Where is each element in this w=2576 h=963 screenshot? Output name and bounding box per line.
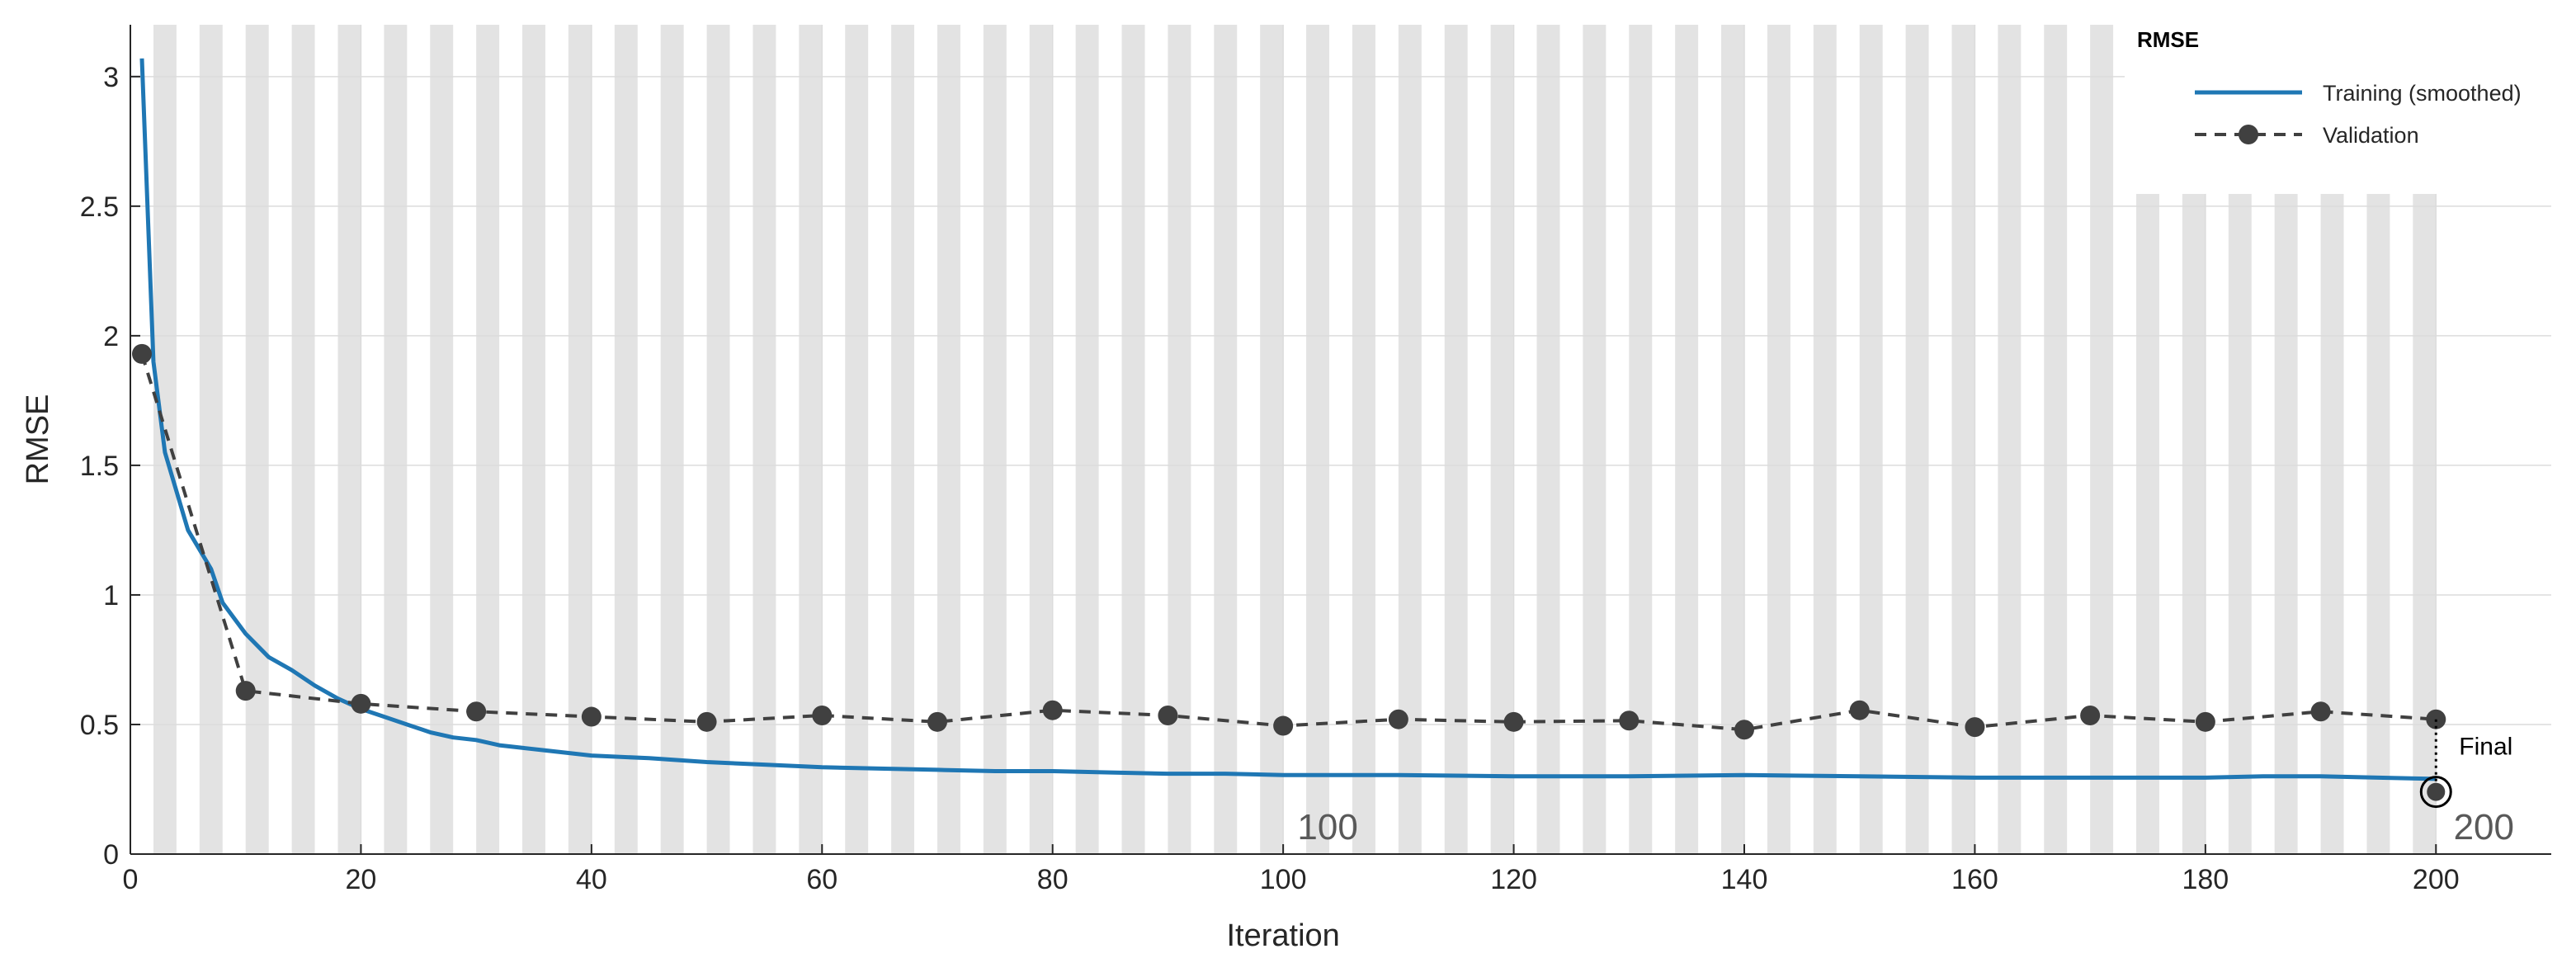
epoch-band (1767, 25, 1790, 854)
legend-label-training: Training (smoothed) (2323, 81, 2522, 106)
epoch-band (614, 25, 638, 854)
validation-point (2080, 705, 2101, 725)
epoch-band (430, 25, 454, 854)
validation-point (131, 343, 152, 364)
x-tick-label: 0 (123, 864, 139, 895)
epoch-band (384, 25, 408, 854)
epoch-band (1951, 25, 1975, 854)
epoch-band (1905, 25, 1929, 854)
epoch-band (1583, 25, 1606, 854)
epoch-band (1998, 25, 2022, 854)
y-tick-label: 1 (103, 580, 119, 611)
validation-point (1158, 705, 1178, 725)
epoch-band (845, 25, 869, 854)
epoch-band (245, 25, 269, 854)
final-label: Final (2459, 734, 2512, 761)
epoch-band (753, 25, 776, 854)
epoch-bands (153, 25, 2437, 854)
epoch-band (983, 25, 1007, 854)
validation-point (2195, 711, 2215, 732)
annotations: 100 200 Final (1297, 719, 2514, 847)
epoch-band (1214, 25, 1238, 854)
y-tick-label: 2.5 (80, 191, 119, 223)
y-tick-label: 2 (103, 321, 119, 352)
validation-point (1734, 720, 1754, 740)
x-tick-label: 80 (1037, 864, 1069, 895)
validation-point (1619, 710, 1639, 731)
x-tick-label: 60 (806, 864, 837, 895)
y-tick-label: 1.5 (80, 451, 119, 482)
epoch-band (1859, 25, 1883, 854)
validation-point (696, 711, 717, 732)
epoch-band (1306, 25, 1330, 854)
epoch-band (476, 25, 500, 854)
y-tick-label: 0.5 (80, 710, 119, 741)
validation-point (812, 705, 833, 725)
validation-point (351, 693, 371, 714)
epoch-band (2044, 25, 2068, 854)
epoch-label: 100 (1297, 807, 1357, 847)
epoch-band (568, 25, 592, 854)
epoch-band (2090, 25, 2114, 854)
y-tick-label: 3 (103, 62, 119, 93)
x-axis-title: Iteration (1226, 918, 1339, 953)
epoch-band (1352, 25, 1375, 854)
epoch-band (891, 25, 915, 854)
training-line (139, 58, 2437, 781)
epoch-label: 200 (2454, 807, 2514, 847)
epoch-band (1260, 25, 1284, 854)
epoch-band (1075, 25, 1099, 854)
epoch-band (660, 25, 684, 854)
epoch-band (1121, 25, 1145, 854)
epoch-band (291, 25, 315, 854)
validation-point (927, 711, 947, 732)
epoch-band (1675, 25, 1699, 854)
final-marker-ring (2419, 776, 2452, 809)
x-tick-label: 180 (2182, 864, 2229, 895)
x-tick-label: 100 (1260, 864, 1307, 895)
legend-marker-validation (2239, 125, 2258, 144)
validation-point (1388, 709, 1408, 729)
final-marker-point (2427, 782, 2446, 801)
epoch-band (1398, 25, 1422, 854)
x-tick-label: 40 (576, 864, 607, 895)
validation-point (1042, 700, 1063, 720)
validation-point (1503, 711, 1524, 732)
validation-series (131, 343, 2446, 740)
epoch-band (1029, 25, 1053, 854)
epoch-band (1536, 25, 1560, 854)
x-tick-label: 140 (1721, 864, 1768, 895)
legend-background (2125, 25, 2551, 194)
x-tick-label: 120 (1490, 864, 1537, 895)
epoch-band (799, 25, 823, 854)
validation-point (1273, 715, 1294, 736)
epoch-band (337, 25, 361, 854)
x-tick-label: 200 (2413, 864, 2460, 895)
y-axis-title: RMSE (21, 394, 55, 485)
validation-point (581, 706, 602, 727)
training-series (139, 58, 2437, 781)
legend-title: RMSE (2137, 27, 2199, 52)
legend: RMSE Training (smoothed) Validation (2137, 27, 2522, 148)
epoch-band (1444, 25, 1468, 854)
validation-point (2310, 701, 2331, 722)
epoch-band (522, 25, 545, 854)
x-tick-label: 160 (1951, 864, 1998, 895)
y-tick-label: 0 (103, 839, 119, 871)
legend-label-validation: Validation (2323, 123, 2419, 148)
axes: 0 20 40 60 80 100 120 140 160 180 200 0 0.5 1 1.5 2 2.5 3 (80, 25, 2551, 895)
x-tick-label: 20 (346, 864, 377, 895)
validation-point (466, 701, 487, 722)
epoch-band (1721, 25, 1744, 854)
epoch-band (199, 25, 223, 854)
epoch-band (1813, 25, 1837, 854)
validation-point (1849, 700, 1870, 720)
validation-point (235, 681, 256, 701)
validation-point (1965, 717, 1985, 738)
epoch-band (1168, 25, 1191, 854)
